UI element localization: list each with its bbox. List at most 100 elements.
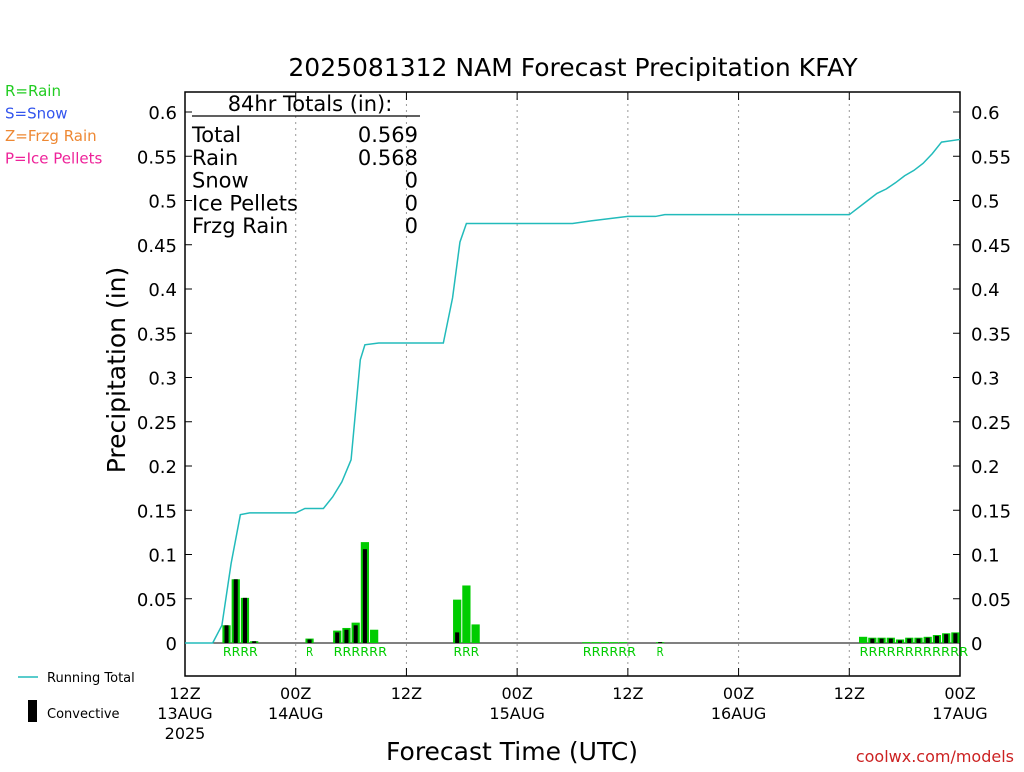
convective-swatch xyxy=(28,700,37,722)
x-axis-label: Forecast Time (UTC) xyxy=(386,737,638,766)
y-tick-label-left: 0.25 xyxy=(137,413,177,434)
y-axis-label: Precipitation (in) xyxy=(102,267,131,474)
precip-type-legend: R=Rain S=Snow Z=Frzg Rain P=Ice Pellets xyxy=(5,82,102,168)
precip-bar xyxy=(453,599,462,643)
legend-type-entry: S=Snow xyxy=(5,105,68,123)
precip-bar xyxy=(582,642,591,644)
y-tick-label-left: 0.15 xyxy=(137,501,177,522)
x-tick-label: 2025 xyxy=(165,724,206,743)
precip-bar xyxy=(370,629,379,643)
convective-bar xyxy=(953,633,958,643)
precip-bars xyxy=(222,542,960,644)
y-axis-ticks: 0 00.05 0.050.1 0.10.15 0.150.2 0.20.25 0.250.… xyxy=(137,103,1011,655)
convective-bar xyxy=(344,629,349,643)
totals-row-label: Frzg Rain xyxy=(192,214,288,238)
chart-title: 2025081312 NAM Forecast Precipitation KF… xyxy=(288,53,858,82)
y-tick-label-right: 0 xyxy=(971,634,982,655)
y-tick-label-right: 0.4 xyxy=(971,280,1000,301)
y-tick-label-right: 0.55 xyxy=(971,147,1011,168)
precip-bar xyxy=(471,624,480,643)
credit-text: coolwx.com/models xyxy=(856,747,1014,766)
x-tick-label: 00Z xyxy=(944,684,975,703)
y-tick-label-right: 0.45 xyxy=(971,236,1011,257)
precip-type-label: RRRR xyxy=(223,645,258,659)
totals-row-value: 0 xyxy=(405,214,418,238)
precip-bar xyxy=(859,636,868,643)
y-tick-label-right: 0.1 xyxy=(971,546,1000,567)
x-tick-label: 14AUG xyxy=(268,704,323,723)
precip-bar xyxy=(462,585,471,643)
legend-type-entry: R=Rain xyxy=(5,82,61,100)
x-tick-label: 13AUG xyxy=(157,704,212,723)
precip-bar xyxy=(619,642,628,644)
running-total-line xyxy=(185,138,961,644)
y-tick-label-left: 0.45 xyxy=(137,236,177,257)
convective-bar xyxy=(888,638,893,643)
precip-bar xyxy=(609,642,619,644)
precip-type-label: RRRRRR xyxy=(334,645,387,659)
x-tick-label: 00Z xyxy=(280,684,311,703)
totals-table: 84hr Totals (in): Total 0.569 Rain 0.568 Sno… xyxy=(191,92,420,238)
convective-bar xyxy=(879,638,884,643)
y-tick-label-left: 0.3 xyxy=(148,369,177,390)
convective-bar xyxy=(870,638,875,643)
y-tick-label-right: 0.35 xyxy=(971,324,1011,345)
precip-bar xyxy=(600,642,609,644)
convective-bar xyxy=(925,637,930,643)
y-tick-label-left: 0.6 xyxy=(148,103,177,124)
precip-type-label: RRR xyxy=(454,645,480,659)
convective-bar xyxy=(252,641,257,643)
y-tick-label-right: 0.5 xyxy=(971,192,1000,213)
convective-bar xyxy=(242,597,247,643)
totals-header: 84hr Totals (in): xyxy=(228,92,393,116)
precip-type-label: RRRRRR xyxy=(583,645,636,659)
y-tick-label-right: 0.2 xyxy=(971,457,1000,478)
convective-bar xyxy=(907,638,912,643)
convective-bar xyxy=(233,579,238,643)
y-tick-label-left: 0.55 xyxy=(137,147,177,168)
convective-bar xyxy=(944,634,949,643)
convective-bar xyxy=(307,639,312,643)
totals-row-label: Ice Pellets xyxy=(192,191,298,215)
totals-row-value: 0 xyxy=(405,169,418,193)
gridlines xyxy=(295,92,850,676)
y-tick-label-right: 0.3 xyxy=(971,369,1000,390)
y-tick-label-right: 0.25 xyxy=(971,413,1011,434)
convective-bar xyxy=(224,625,229,643)
precip-type-labels: RRRR R RRRRRR RRR RRRRRR R RRRRRRRRRRRR xyxy=(223,645,968,659)
legend-type-entry: Z=Frzg Rain xyxy=(5,127,97,145)
y-tick-label-left: 0.5 xyxy=(148,192,177,213)
precip-type-label: R xyxy=(306,645,313,659)
x-tick-label: 12Z xyxy=(834,684,865,703)
convective-bar xyxy=(916,638,921,643)
x-tick-label: 17AUG xyxy=(932,704,987,723)
convective-bar xyxy=(353,625,358,643)
convective-bar xyxy=(362,549,367,643)
precip-type-label: RRRRRRRRRRRR xyxy=(860,645,969,659)
x-tick-label: 12Z xyxy=(391,684,422,703)
x-tick-label: 12Z xyxy=(169,684,200,703)
y-tick-label-left: 0.2 xyxy=(148,457,177,478)
convective-bar xyxy=(335,632,340,643)
y-tick-label-right: 0.15 xyxy=(971,501,1011,522)
x-tick-label: 12Z xyxy=(612,684,643,703)
convective-bar xyxy=(898,640,903,643)
y-tick-label-left: 0.1 xyxy=(148,546,177,567)
y-tick-label-left: 0.35 xyxy=(137,324,177,345)
totals-row-value: 0.568 xyxy=(358,146,418,170)
y-tick-label-right: 0.6 xyxy=(971,103,1000,124)
convective-legend-label: Convective xyxy=(47,707,120,722)
convective-bar xyxy=(455,632,460,643)
totals-row-label: Snow xyxy=(192,169,249,193)
x-tick-label: 00Z xyxy=(723,684,754,703)
x-tick-label: 16AUG xyxy=(711,704,766,723)
totals-row-value: 0 xyxy=(405,191,418,215)
y-tick-label-left: 0.4 xyxy=(148,280,177,301)
totals-row-label: Total xyxy=(191,123,241,147)
x-tick-label: 00Z xyxy=(501,684,532,703)
series-legend: Running Total Convective xyxy=(18,671,135,722)
running-total-legend-label: Running Total xyxy=(47,671,135,686)
